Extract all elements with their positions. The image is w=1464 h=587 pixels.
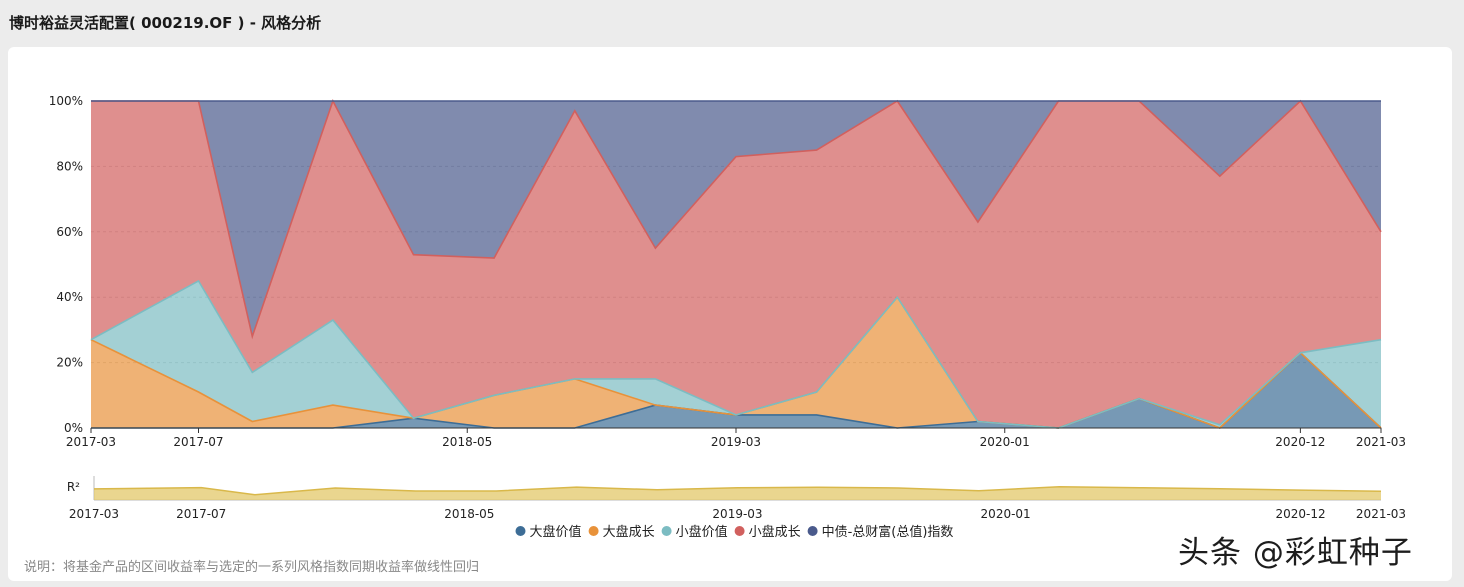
r2-x-tick-label: 2020-12 xyxy=(1275,507,1325,521)
footnote: 说明：将基金产品的区间收益率与选定的一系列风格指数同期收益率做线性回归 xyxy=(24,560,480,575)
r2-x-tick-label: 2018-05 xyxy=(444,507,494,521)
series-line-3 xyxy=(91,98,1382,340)
area-series-4[interactable] xyxy=(91,101,1381,337)
legend-item[interactable]: 中债-总财富(总值)指数 xyxy=(807,524,954,540)
watermark: 头条 @彩虹种子 xyxy=(1178,535,1413,571)
x-tick-label: 2020-12 xyxy=(1275,435,1325,449)
x-tick-label: 2021-03 xyxy=(1356,435,1406,449)
x-tick-label: 2017-03 xyxy=(66,435,116,449)
r2-label: R² xyxy=(67,480,80,494)
r2-x-tick-label: 2017-03 xyxy=(69,507,119,521)
y-tick-label: 40% xyxy=(56,290,83,304)
area-series-0[interactable] xyxy=(91,352,1381,428)
r2-area xyxy=(94,486,1381,500)
legend-marker xyxy=(807,526,818,536)
r2-x-tick-label: 2021-03 xyxy=(1356,507,1406,521)
y-tick-label: 80% xyxy=(56,159,83,173)
series-line-2 xyxy=(90,279,1382,429)
y-tick-label: 100% xyxy=(49,94,83,108)
x-axis: 2017-03 2017-07 2018-05 2019-03 2020-01 2020-… xyxy=(66,427,1406,449)
legend-marker xyxy=(661,526,672,536)
area-series-3[interactable] xyxy=(91,101,1381,428)
y-tick-label: 60% xyxy=(56,225,83,239)
legend-item[interactable]: 小盘成长 xyxy=(734,524,801,540)
area-series-2[interactable] xyxy=(91,280,1381,428)
legend-item[interactable]: 小盘价值 xyxy=(661,524,728,540)
legend-item[interactable]: 大盘价值 xyxy=(515,524,582,540)
legend-label: 大盘价值 xyxy=(530,524,582,540)
legend-label: 小盘成长 xyxy=(749,524,801,540)
x-tick-label: 2019-03 xyxy=(711,435,761,449)
r2-x-tick-label: 2020-01 xyxy=(981,507,1031,521)
chart-legend: 大盘价值 大盘成长 小盘价值 小盘成长 中债-总财富(总值)指数 xyxy=(515,524,954,540)
x-tick-label: 2018-05 xyxy=(442,435,492,449)
legend-item[interactable]: 大盘成长 xyxy=(588,524,655,540)
legend-marker xyxy=(734,526,745,536)
legend-marker xyxy=(588,526,599,536)
y-axis: 0% 20% 40% 60% 80% 100% xyxy=(49,94,83,435)
r2-line xyxy=(93,486,1382,496)
area-series-1[interactable] xyxy=(91,297,1381,428)
y-tick-label: 0% xyxy=(64,421,83,435)
legend-label: 大盘成长 xyxy=(603,524,655,540)
x-tick-label: 2017-07 xyxy=(173,435,223,449)
r2-x-tick-label: 2017-07 xyxy=(176,507,226,521)
r2-x-tick-label: 2019-03 xyxy=(712,507,762,521)
r2-panel: R² 2017-03 2017-07 2018-05 2019-03 2020-01 202… xyxy=(67,476,1406,521)
x-tick-label: 2020-01 xyxy=(980,435,1030,449)
stacked-area-series xyxy=(90,98,1382,429)
legend-label: 中债-总财富(总值)指数 xyxy=(822,524,954,540)
y-tick-label: 20% xyxy=(56,356,83,370)
page-title: 博时裕益灵活配置( 000219.OF ) - 风格分析 xyxy=(9,14,322,32)
legend-label: 小盘价值 xyxy=(676,524,728,540)
legend-marker xyxy=(515,526,526,536)
